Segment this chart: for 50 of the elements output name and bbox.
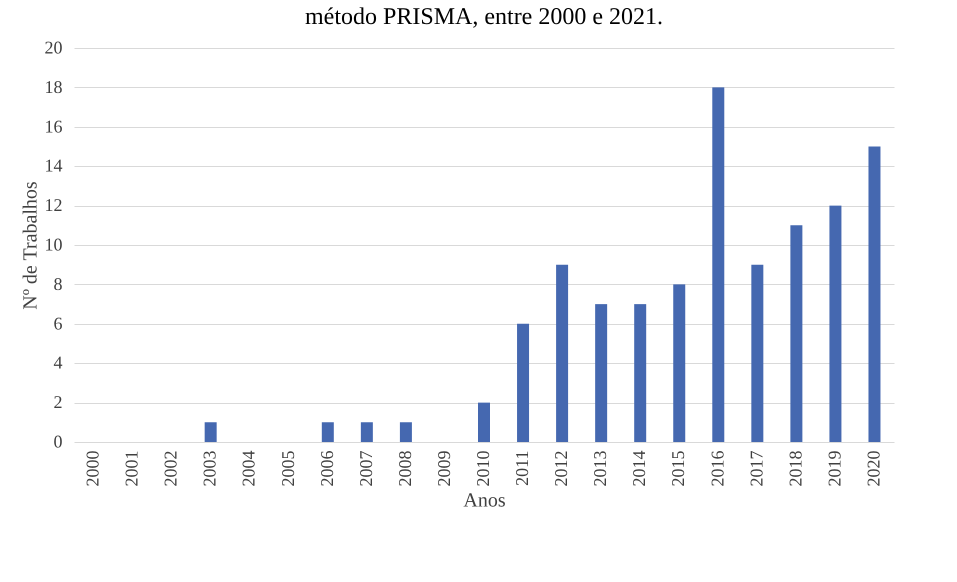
x-tick-label: 2002 (160, 450, 181, 486)
y-tick-label: 0 (54, 432, 62, 452)
x-tick-label: 2013 (590, 450, 610, 486)
bar (751, 264, 764, 442)
bar (517, 324, 530, 442)
x-tick-label: 2015 (668, 450, 688, 486)
x-tick-label: 2020 (863, 450, 884, 486)
x-tick-label: 2001 (122, 450, 142, 486)
x-tick-label: 2018 (785, 450, 806, 486)
bar (322, 422, 334, 442)
x-tick-label: 2010 (473, 450, 493, 486)
bar (360, 422, 373, 442)
x-tick-label: 2019 (824, 450, 844, 486)
bar (634, 304, 646, 442)
y-tick-label: 16 (44, 116, 62, 136)
bar (400, 422, 412, 442)
x-tick-label: 2011 (512, 450, 532, 486)
bar (712, 87, 724, 442)
chart-title: método PRISMA, entre 2000 e 2021. (305, 4, 663, 30)
y-tick-label: 12 (44, 195, 62, 216)
bar (556, 264, 568, 442)
y-tick-label: 8 (54, 274, 62, 294)
bar (204, 422, 217, 442)
x-tick-label: 2003 (200, 450, 220, 486)
y-tick-label: 20 (44, 38, 62, 58)
x-tick-label: 2004 (238, 450, 259, 486)
x-tick-label: 2008 (394, 450, 415, 486)
x-tick-label: 2012 (551, 450, 572, 486)
x-tick-label: 2017 (746, 450, 766, 486)
x-axis-title: Anos (463, 490, 506, 512)
bar (673, 284, 686, 442)
x-tick-label: 2000 (82, 450, 103, 486)
x-tick-label: 2007 (356, 450, 376, 486)
y-axis-title: Nº de Trabalhos (20, 181, 42, 310)
x-tick-label: 2009 (434, 450, 454, 486)
y-tick-label: 4 (54, 352, 62, 373)
bar (790, 225, 802, 442)
y-tick-label: 18 (44, 76, 62, 97)
x-tick-label: 2005 (278, 450, 298, 486)
x-tick-label: 2014 (629, 450, 650, 486)
y-tick-label: 10 (44, 234, 62, 254)
bar (829, 206, 842, 442)
x-tick-label: 2006 (316, 450, 337, 486)
y-tick-label: 14 (44, 156, 62, 176)
bar (868, 146, 880, 442)
x-tick-label: 2016 (707, 450, 728, 486)
y-tick-label: 2 (54, 392, 62, 412)
y-tick-label: 6 (54, 313, 62, 334)
bar (478, 402, 490, 442)
bar (595, 304, 608, 442)
